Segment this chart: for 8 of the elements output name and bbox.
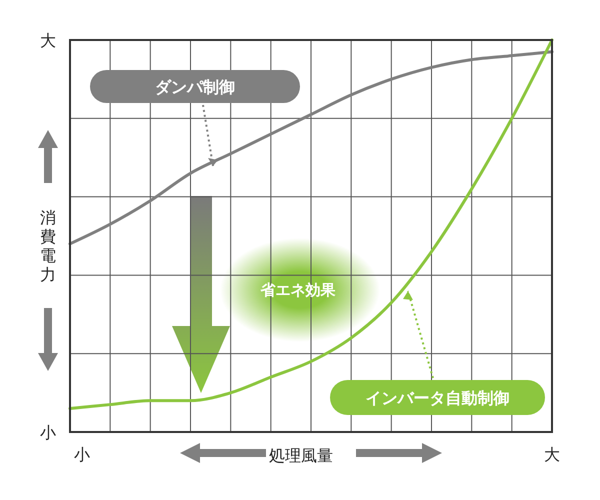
text: ダンパ制御 xyxy=(155,78,235,96)
text: 大 xyxy=(544,445,560,464)
x-axis-title: 処理風量 xyxy=(269,446,333,465)
y-axis-title: 消費電力 xyxy=(40,208,56,284)
text: 小 xyxy=(74,445,90,464)
text: 小 xyxy=(40,423,56,442)
text: 大 xyxy=(40,31,56,50)
text: インバータ自動制御 xyxy=(366,388,510,408)
